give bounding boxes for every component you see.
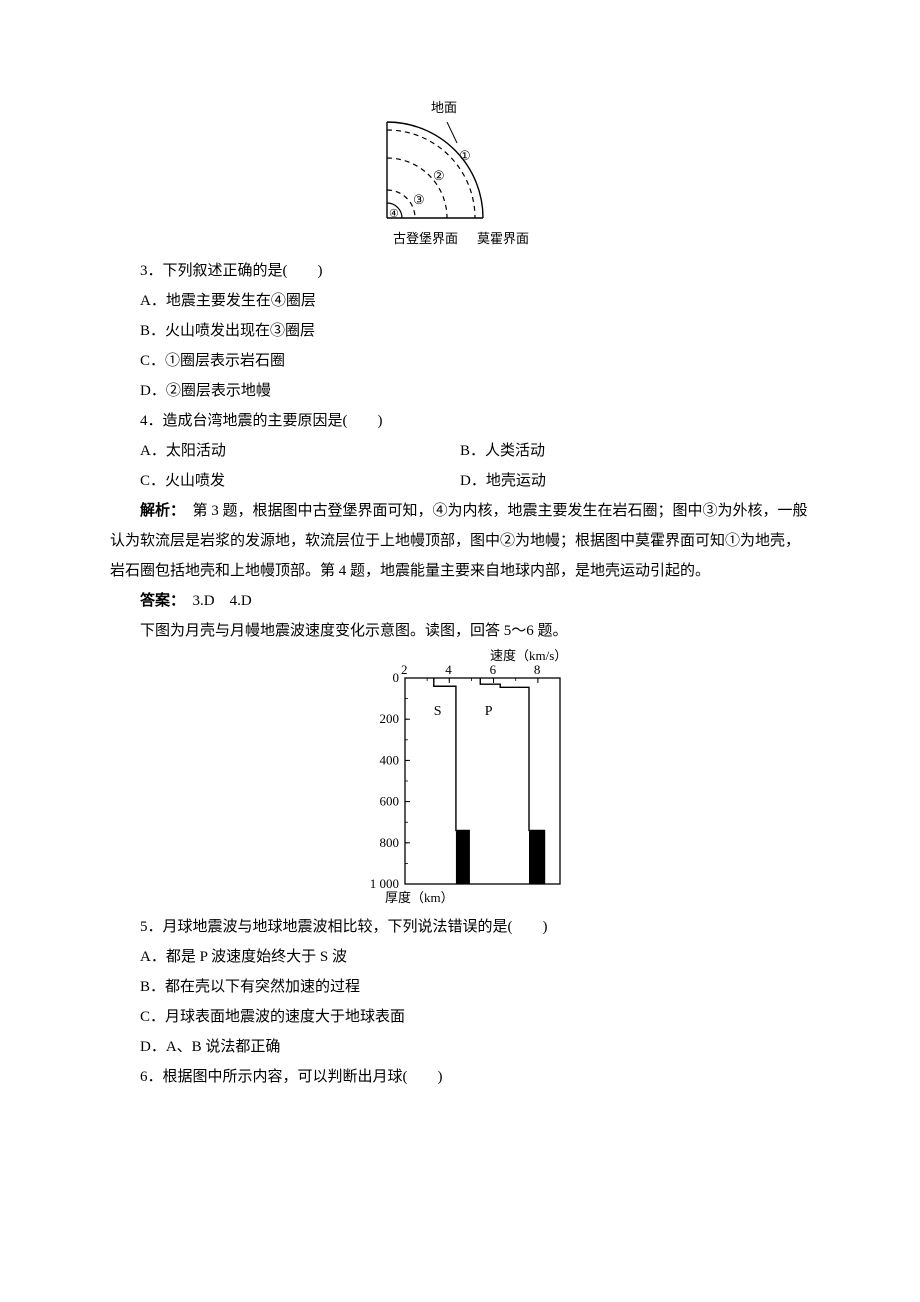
svg-text:0: 0 xyxy=(393,670,400,685)
answer-label: 答案： xyxy=(140,592,178,609)
x-axis-title: 速度（km/s） xyxy=(490,648,567,663)
svg-text:2: 2 xyxy=(401,662,408,677)
y-ticks: 0 200 400 600 800 1 000 xyxy=(370,670,399,891)
plot-area xyxy=(405,678,560,884)
q5-opt-a: A．都是 P 波速度始终大于 S 波 xyxy=(110,942,810,972)
surface-label: 地面 xyxy=(431,100,457,115)
svg-text:400: 400 xyxy=(380,752,400,767)
q5-opt-b: B．都在壳以下有突然加速的过程 xyxy=(110,972,810,1002)
svg-text:600: 600 xyxy=(380,794,400,809)
earth-layers-figure: ① ② ③ ④ 地面 古登堡界面 莫霍界面 xyxy=(110,100,810,250)
q5-opt-c: C．月球表面地震波的速度大于地球表面 xyxy=(110,1002,810,1032)
series-s-label: S xyxy=(434,704,442,719)
q3-opt-d: D．②圈层表示地幔 xyxy=(110,376,810,406)
moon-wave-svg: 速度（km/s） 2468 02004006008001 000 厚度（km） … xyxy=(345,646,575,906)
explanation-label: 解析： xyxy=(140,502,178,519)
q4-row1: A．太阳活动 B．人类活动 xyxy=(110,436,810,466)
q3-stem: 3．下列叙述正确的是( ) xyxy=(110,256,810,286)
lead-5-6: 下图为月壳与月幔地震波速度变化示意图。读图，回答 5～6 题。 xyxy=(110,616,810,646)
explanation-text: 第 3 题，根据图中古登堡界面可知，④为内核，地震主要发生在岩石圈；图中③为外核… xyxy=(110,503,808,579)
earth-layers-svg: ① ② ③ ④ 地面 古登堡界面 莫霍界面 xyxy=(365,100,555,250)
x-ticks: 2 4 6 8 xyxy=(401,662,540,677)
y-axis-title: 厚度（km） xyxy=(385,890,454,905)
svg-text:4: 4 xyxy=(445,662,452,677)
q5-opt-d: D．A、B 说法都正确 xyxy=(110,1032,810,1062)
q4-opt-c: C．火山喷发 xyxy=(110,466,460,496)
q4-stem: 4．造成台湾地震的主要原因是( ) xyxy=(110,406,810,436)
q4-opt-d: D．地壳运动 xyxy=(460,466,810,496)
q3-opt-b: B．火山喷发出现在③圈层 xyxy=(110,316,810,346)
gutenberg-label: 古登堡界面 xyxy=(393,231,458,246)
layer-1-label: ① xyxy=(459,148,471,163)
series-p-label: P xyxy=(485,704,493,719)
q5-stem: 5．月球地震波与地球地震波相比较，下列说法错误的是( ) xyxy=(110,912,810,942)
svg-text:6: 6 xyxy=(490,662,497,677)
answer-text: 3.D 4.D xyxy=(178,593,252,609)
svg-text:8: 8 xyxy=(534,662,541,677)
q6-stem: 6．根据图中所示内容，可以判断出月球( ) xyxy=(110,1062,810,1092)
layer-2-label: ② xyxy=(433,168,445,183)
q4-opt-b: B．人类活动 xyxy=(460,436,810,466)
layer-3-label: ③ xyxy=(413,192,425,207)
q3-opt-a: A．地震主要发生在④圈层 xyxy=(110,286,810,316)
svg-text:200: 200 xyxy=(380,711,400,726)
moho-label: 莫霍界面 xyxy=(477,231,529,246)
svg-text:1 000: 1 000 xyxy=(370,876,399,891)
q3-opt-c: C．①圈层表示岩石圈 xyxy=(110,346,810,376)
explanation: 解析： 第 3 题，根据图中古登堡界面可知，④为内核，地震主要发生在岩石圈；图中… xyxy=(110,496,810,586)
q4-opt-a: A．太阳活动 xyxy=(110,436,460,466)
q4-row2: C．火山喷发 D．地壳运动 xyxy=(110,466,810,496)
answer-line: 答案： 3.D 4.D xyxy=(110,586,810,616)
svg-text:800: 800 xyxy=(380,835,400,850)
layer-4-label: ④ xyxy=(389,208,399,220)
moon-wave-figure: 速度（km/s） 2468 02004006008001 000 厚度（km） … xyxy=(110,646,810,906)
